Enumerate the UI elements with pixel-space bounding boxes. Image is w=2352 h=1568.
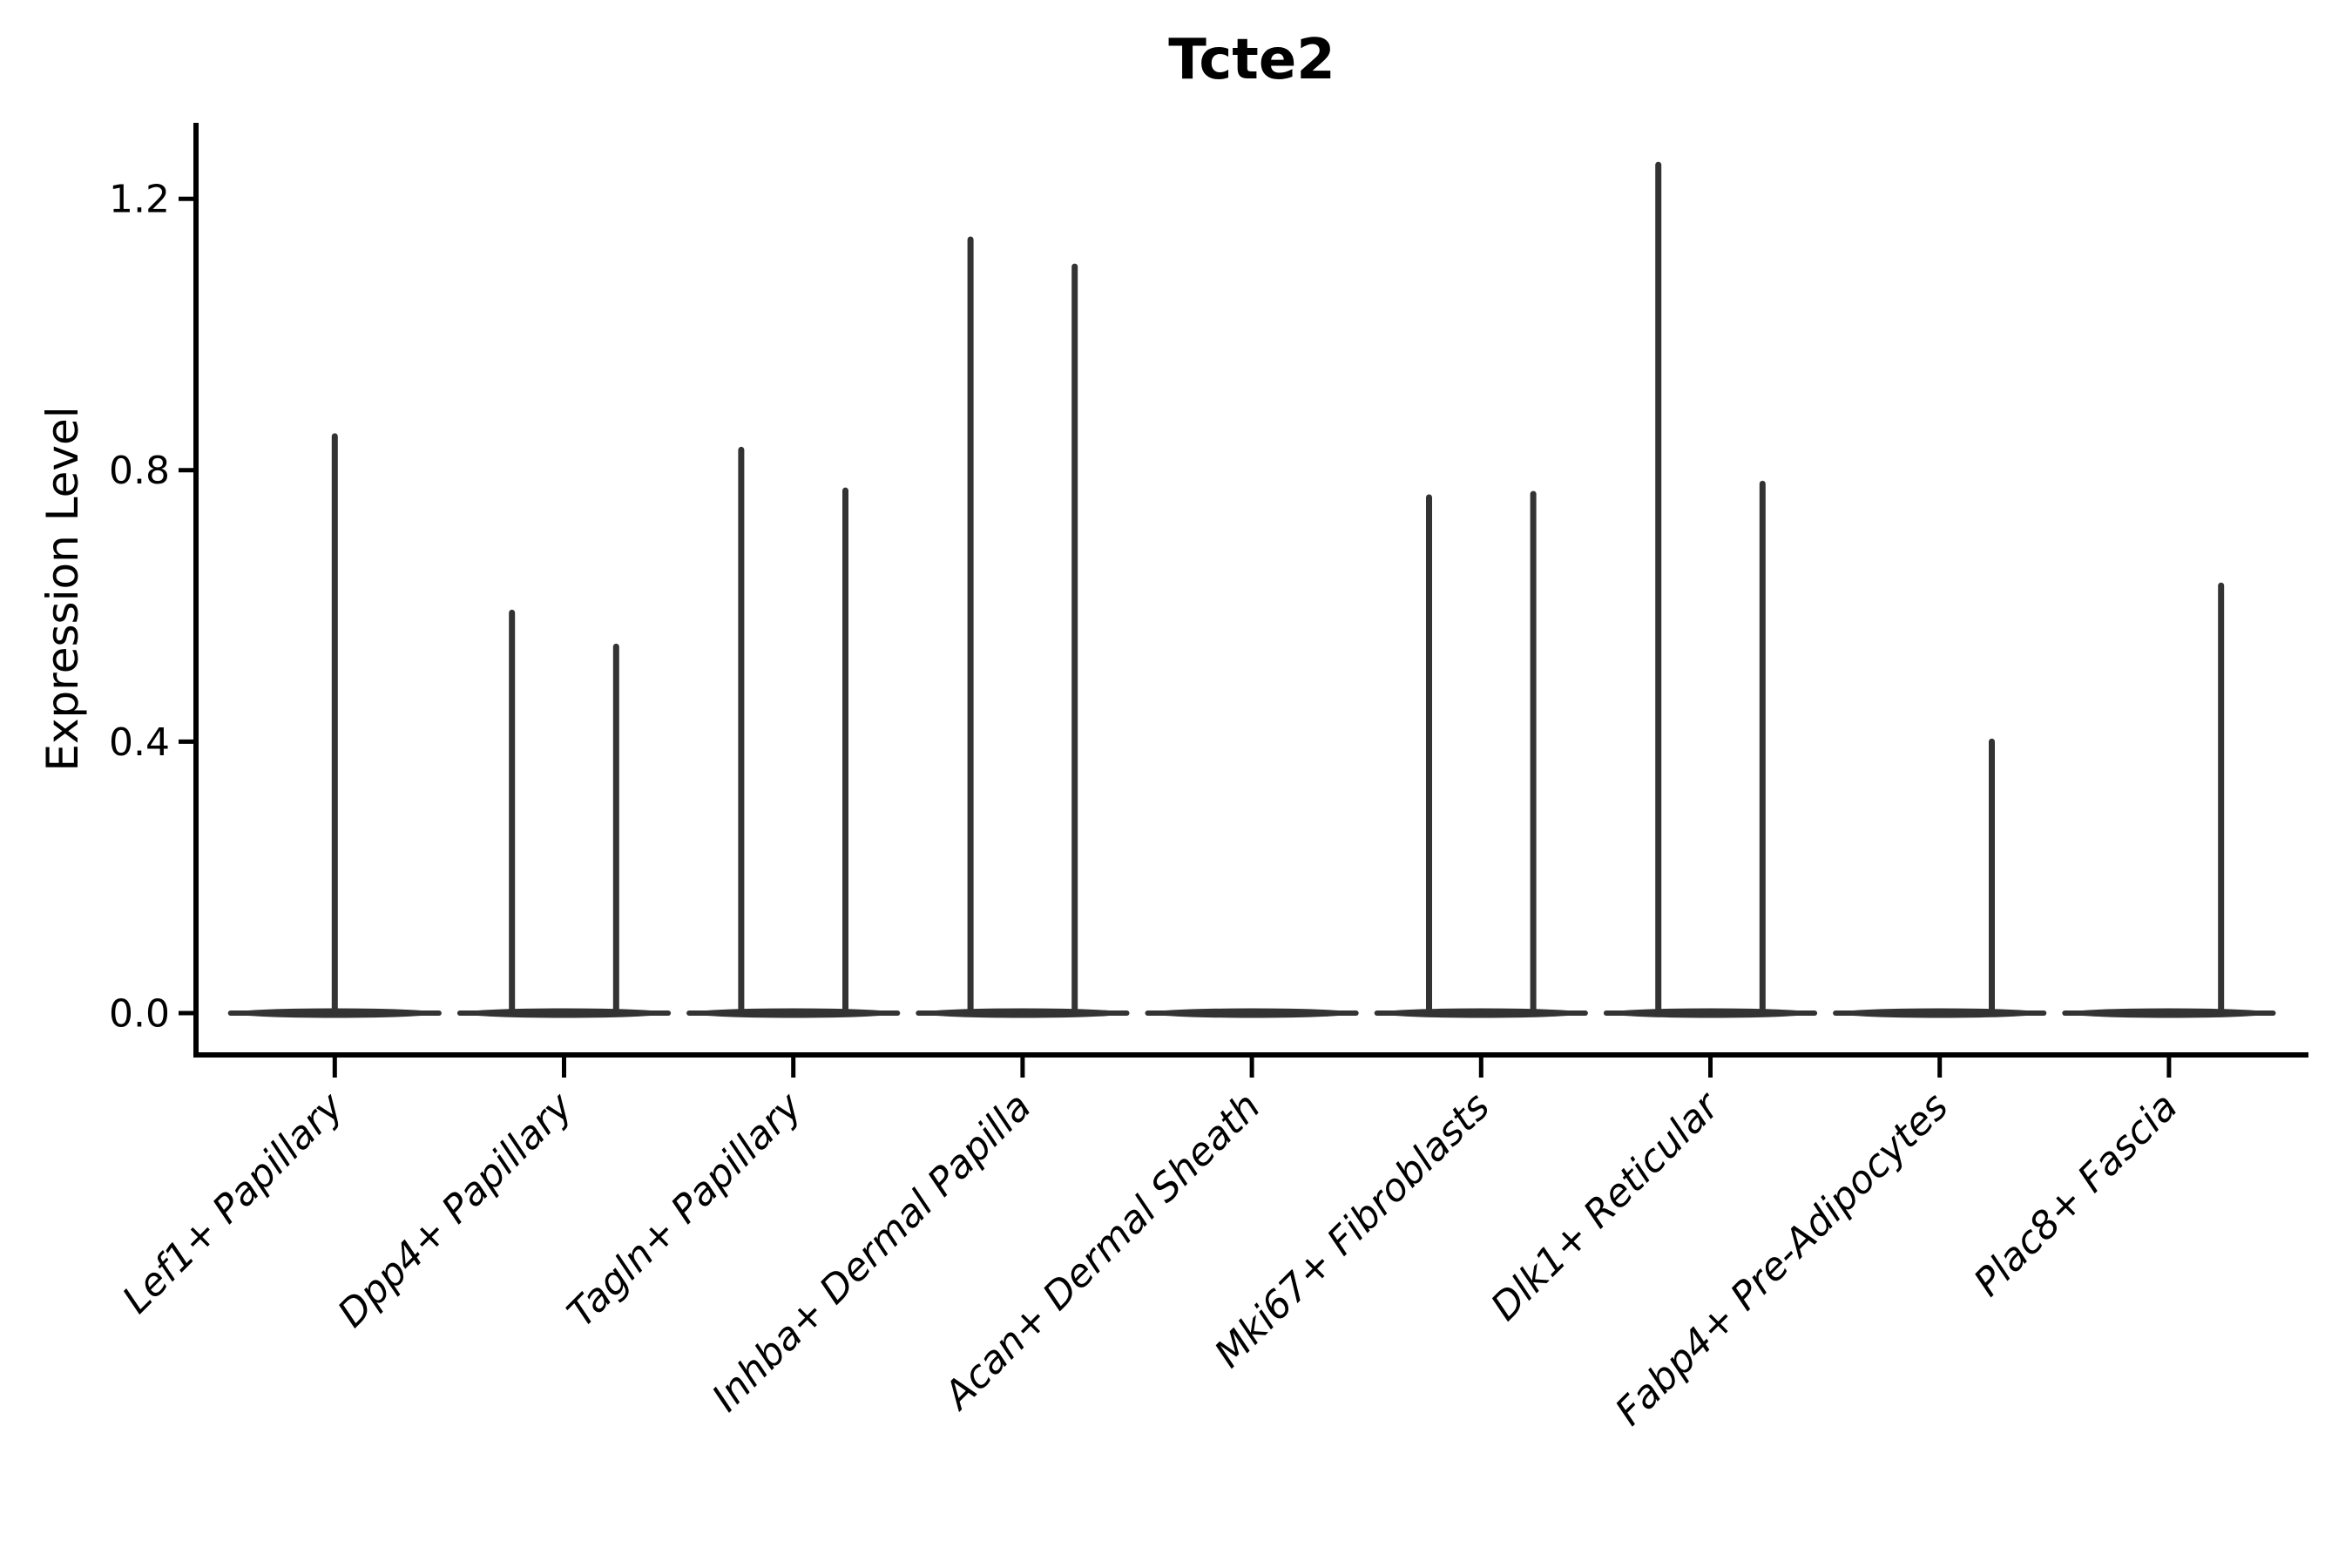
x-tick-label: Plac8+ Fascia xyxy=(1965,1085,2186,1305)
x-tick-label: Lef1+ Papillary xyxy=(114,1084,353,1322)
y-tick-label: 0.0 xyxy=(109,991,170,1036)
chart-title: Tcte2 xyxy=(1168,28,1335,92)
y-tick-label: 0.8 xyxy=(109,449,170,493)
y-tick-label: 0.4 xyxy=(109,720,170,765)
x-tick-label: Dlk1+ Reticular xyxy=(1483,1083,1729,1329)
x-tick-label: Dpp4+ Papillary xyxy=(329,1084,582,1336)
y-tick-label: 1.2 xyxy=(109,178,170,222)
x-tick-label: Tagln+ Papillary xyxy=(559,1084,811,1335)
